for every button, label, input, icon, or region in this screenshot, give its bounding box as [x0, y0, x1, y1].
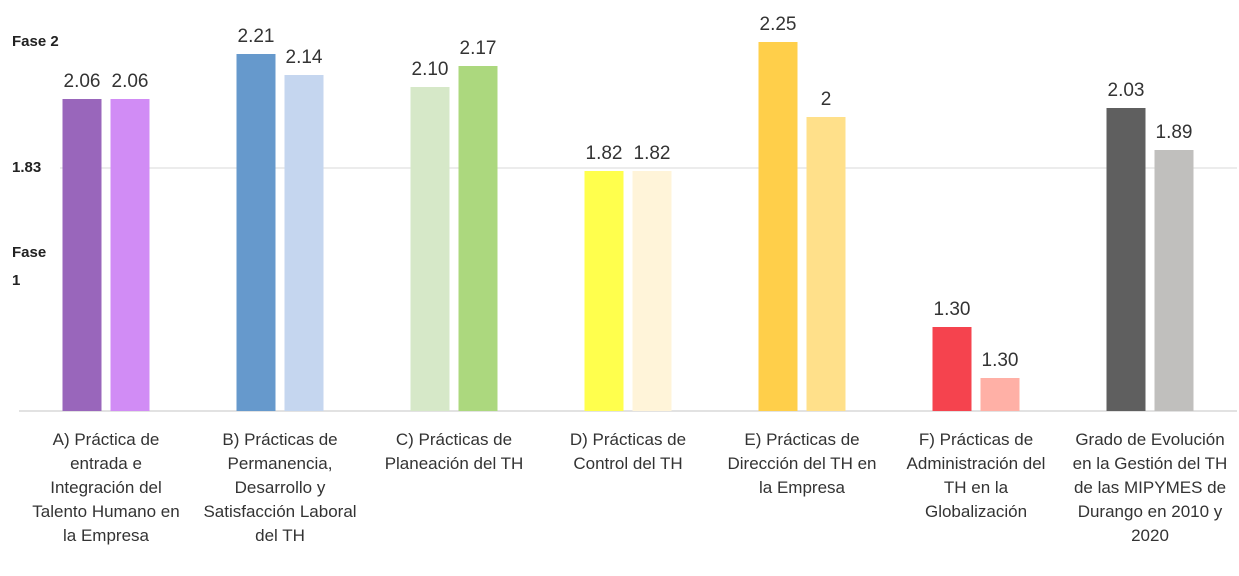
data-label: 1.89	[1156, 122, 1193, 143]
x-tick-label: F) Prácticas de Administración del TH en…	[906, 430, 1046, 521]
bar	[1154, 150, 1194, 411]
bar	[284, 75, 324, 411]
bar	[980, 378, 1020, 411]
bar	[110, 99, 150, 411]
bar	[632, 171, 672, 411]
data-label: 2.14	[286, 47, 323, 68]
data-label: 2.17	[460, 38, 497, 59]
data-label: 1.30	[982, 350, 1019, 371]
data-label: 2.21	[238, 26, 275, 47]
data-label: 1.82	[586, 143, 623, 164]
bar	[758, 42, 798, 411]
bar	[932, 327, 972, 411]
x-tick-label: C) Prácticas de Planeación del TH	[384, 430, 524, 473]
x-tick-label: E) Prácticas de Dirección del TH en la E…	[727, 430, 877, 497]
bar	[806, 117, 846, 411]
bar	[236, 54, 276, 411]
y-tick-label: Fase 2	[12, 33, 59, 50]
data-label: 2.10	[412, 59, 449, 80]
data-label: 2.03	[1108, 80, 1145, 101]
bar	[584, 171, 624, 411]
x-tick-label: D) Prácticas de Control del TH	[569, 430, 687, 473]
y-tick-label: 1.83	[12, 159, 42, 176]
bar	[410, 87, 450, 411]
x-tick-label: Grado de Evolución en la Gestión del TH …	[1072, 430, 1228, 545]
bar	[1106, 108, 1146, 411]
data-label: 2.06	[64, 71, 101, 92]
data-label: 2.25	[760, 14, 797, 35]
data-label: 1.82	[634, 143, 671, 164]
bar	[62, 99, 102, 411]
bar	[458, 66, 498, 411]
x-tick-label: A) Práctica de entrada e Integración del…	[32, 430, 180, 545]
y-tick-label: Fase 1	[12, 244, 47, 289]
data-label: 1.30	[934, 299, 971, 320]
data-label: 2	[821, 89, 832, 110]
data-label: 2.06	[112, 71, 149, 92]
x-tick-label: B) Prácticas de Permanencia, Desarrollo …	[203, 430, 357, 545]
